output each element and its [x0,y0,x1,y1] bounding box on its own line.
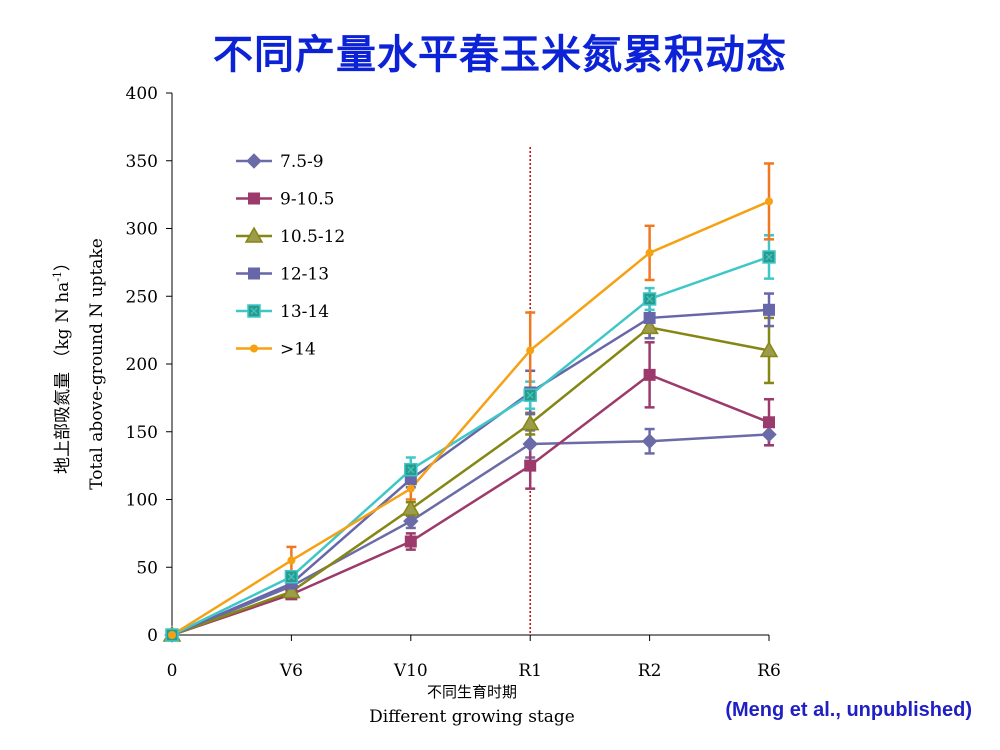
legend-marker-3 [248,267,260,280]
series-line-4 [171,255,770,637]
y-tick-label: 0 [147,626,158,646]
data-point-4-cross [646,295,654,303]
data-point-0 [403,513,419,529]
legend-label-4: 13-14 [280,302,329,322]
y-tick-label: 50 [136,558,158,578]
legend-marker-0 [246,153,262,169]
data-point-4-cross [407,466,415,474]
x-axis-label: Different growing stage [369,707,575,727]
data-point-5 [168,631,176,639]
data-point-4-cross [287,573,295,581]
legend-marker-5 [250,344,258,353]
x-tick-label: V10 [393,661,428,681]
data-point-5 [406,484,415,493]
legend-label-5: >14 [280,340,316,360]
series-line-0 [171,433,770,637]
data-point-1 [763,416,775,429]
legend-marker-2 [244,226,264,243]
data-point-3 [643,311,656,324]
series-line-5 [171,200,770,637]
data-point-4-cross [526,391,534,399]
x-tick-label: 0 [167,661,178,681]
legend-label-0: 7.5-9 [280,152,324,172]
y-tick-label: 400 [126,84,158,104]
x-tick-label: V6 [279,661,303,681]
data-point-5 [645,248,654,257]
x-axis-label-cn: 不同生育时期 [427,683,517,701]
y-tick-label: 200 [126,355,158,375]
data-point-2 [640,317,659,335]
data-point-0 [761,426,777,443]
data-point-5 [526,346,535,355]
x-tick-label: R6 [757,661,781,681]
data-point-1 [643,368,656,381]
y-axis-label: Total above-ground N uptake [87,238,107,490]
data-point-3 [763,303,775,316]
citation: (Meng et al., unpublished) [725,699,972,721]
series-line-1 [171,373,770,637]
legend-label-1: 9-10.5 [280,190,334,210]
data-point-2 [759,340,779,358]
data-point-0 [522,436,538,452]
legend-marker-4-cross [250,307,258,315]
legend-marker-1 [248,192,260,205]
chart-title: 不同产量水平春玉米氮累积动态 [213,32,787,78]
data-point-0 [641,433,658,449]
legend-label-2: 10.5-12 [280,227,345,247]
series-line-3 [171,308,770,637]
x-tick-label: R2 [638,661,662,681]
data-point-2 [401,499,421,516]
y-tick-label: 300 [126,220,158,240]
y-tick-label: 250 [126,287,158,307]
y-tick-label: 350 [126,152,158,172]
y-axis-label-cn: 地上部吸氮量 （kg N ha-1） [51,254,73,474]
x-tick-label: R1 [518,661,542,681]
data-point-4-cross [765,253,773,261]
data-point-2 [520,414,540,431]
data-point-5 [287,556,296,565]
y-tick-label: 150 [126,423,158,443]
data-point-1 [404,535,417,548]
data-point-1 [524,459,537,472]
series-line-2 [171,326,770,637]
legend-label-3: 12-13 [280,265,329,285]
y-tick-label: 100 [126,491,158,511]
data-point-5 [765,197,773,206]
data-point-2 [282,582,301,599]
